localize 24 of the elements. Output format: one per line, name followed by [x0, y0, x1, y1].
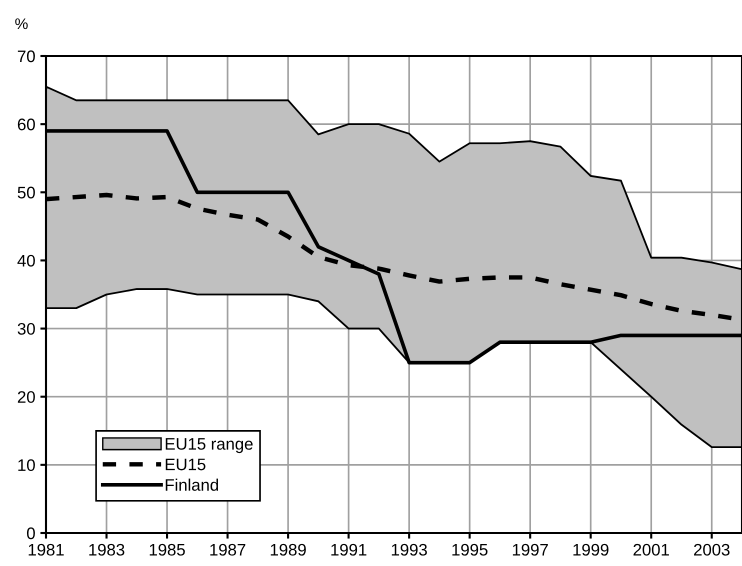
x-tick-label: 1985: [150, 544, 185, 556]
x-tick-label: 1987: [210, 544, 246, 556]
y-tick-label: 10: [18, 459, 35, 472]
y-tick-label: 0: [26, 527, 35, 540]
x-tick-label: 1989: [270, 544, 306, 556]
y-tick-label: 50: [18, 186, 35, 198]
y-tick-label: 70: [18, 50, 35, 62]
y-tick-label: 40: [17, 254, 35, 267]
x-tick-label: 2003: [694, 544, 730, 556]
y-axis-title: %: [15, 18, 28, 30]
y-tick-label: 60: [18, 118, 35, 130]
x-tick-label: 1981: [28, 544, 64, 556]
x-tick-label: 1983: [89, 544, 124, 556]
x-tick-label: 1997: [512, 544, 548, 556]
y-tick-label: 30: [18, 322, 35, 335]
x-tick-label: 2001: [634, 544, 669, 556]
x-tick-label: 1991: [331, 544, 366, 556]
y-tick-label: 20: [18, 391, 35, 403]
x-tick-label: 1993: [392, 544, 427, 556]
legend-label: EU15 range: [166, 438, 253, 454]
legend-label: Finland: [166, 478, 218, 491]
legend-label: EU15: [166, 458, 206, 470]
x-tick-label: 1995: [452, 544, 488, 556]
x-tick-label: 1999: [573, 544, 608, 556]
